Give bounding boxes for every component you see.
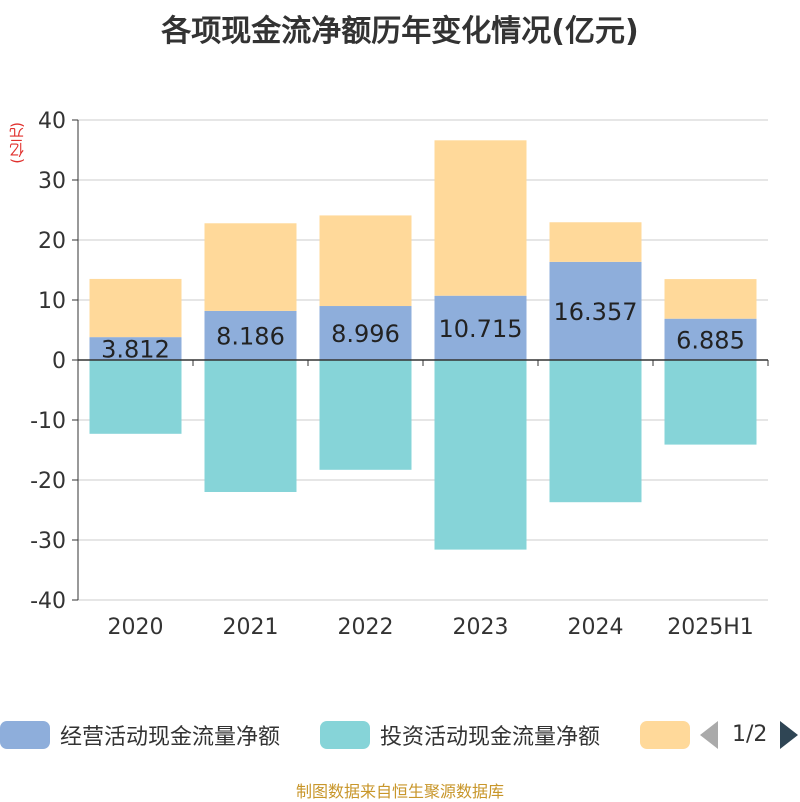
bar-operating-2021 (204, 310, 297, 360)
data-label-2024: 16.357 (554, 298, 638, 326)
legend-swatch-investing (320, 721, 370, 749)
axes (72, 119, 769, 601)
next-page-icon[interactable] (780, 721, 798, 749)
bar-operating-2024 (549, 261, 642, 360)
bar-investing-2024 (549, 360, 642, 503)
bar-financing-2024 (549, 222, 642, 262)
bar-investing-2021 (204, 360, 297, 492)
legend: 经营活动现金流量净额 投资活动现金流量净额 (0, 718, 800, 752)
bar-operating-2020 (89, 337, 182, 360)
bar-financing-2020 (89, 278, 182, 338)
legend-label-operating: 经营活动现金流量净额 (60, 725, 281, 750)
bar-investing-2020 (89, 360, 182, 434)
bar-investing-2023 (434, 360, 527, 550)
x-tick-label-2021: 2021 (223, 615, 279, 640)
data-label-2023: 10.715 (439, 315, 523, 343)
x-tick-label-2020: 2020 (108, 615, 164, 640)
x-tick-label-2024: 2024 (568, 615, 624, 640)
legend-swatch-financing (640, 721, 690, 749)
prev-page-icon[interactable] (700, 721, 718, 749)
bars (89, 140, 757, 550)
bar-operating-2022 (319, 306, 412, 360)
data-label-2025H1: 6.885 (676, 326, 745, 354)
legend-pager: 1/2 (700, 718, 800, 752)
x-tick-label-2023: 2023 (453, 615, 509, 640)
legend-item-operating[interactable]: 经营活动现金流量净额 (0, 718, 280, 752)
labels: 40 30 20 10 0 -10 -20 -30 -40 3.812 2020 8.186 2021 8… (30, 109, 754, 640)
legend-item-financing[interactable] (640, 718, 700, 752)
bar-operating-2023 (434, 295, 527, 360)
y-tick-label: 40 (38, 109, 66, 134)
data-label-2022: 8.996 (331, 320, 400, 348)
y-tick-label: -20 (30, 469, 66, 494)
chart-title: 各项现金流净额历年变化情况(亿元) (161, 14, 639, 49)
y-tick-label: 30 (38, 169, 66, 194)
y-tick-label: -10 (30, 409, 66, 434)
bar-financing-2022 (319, 215, 412, 307)
bar-operating-2025H1 (664, 318, 757, 360)
y-tick-label: -30 (30, 529, 66, 554)
legend-item-investing[interactable]: 投资活动现金流量净额 (320, 718, 600, 752)
bar-investing-2022 (319, 360, 412, 470)
legend-label-investing: 投资活动现金流量净额 (380, 725, 601, 750)
source-note: 制图数据来自恒生聚源数据库 (295, 782, 504, 801)
bar-financing-2023 (434, 140, 527, 296)
x-tick-label-2025H1: 2025H1 (667, 615, 754, 640)
y-tick-label: 10 (38, 289, 66, 314)
y-tick-label: 0 (52, 349, 66, 374)
bar-financing-2025H1 (664, 279, 757, 319)
data-label-2020: 3.812 (101, 336, 170, 364)
x-tick-label-2022: 2022 (338, 615, 394, 640)
y-tick-label: -40 (30, 589, 66, 614)
data-label-2021: 8.186 (216, 322, 285, 350)
legend-page-indicator: 1/2 (732, 722, 768, 747)
bar-investing-2025H1 (664, 360, 757, 445)
y-tick-label: 20 (38, 229, 66, 254)
bar-financing-2021 (204, 223, 297, 311)
legend-swatch-operating (0, 721, 50, 749)
stacked-bar-chart: 40 30 20 10 0 -10 -20 -30 -40 3.812 2020 8.186 2021 8… (30, 109, 769, 640)
grid-lines (78, 119, 768, 601)
